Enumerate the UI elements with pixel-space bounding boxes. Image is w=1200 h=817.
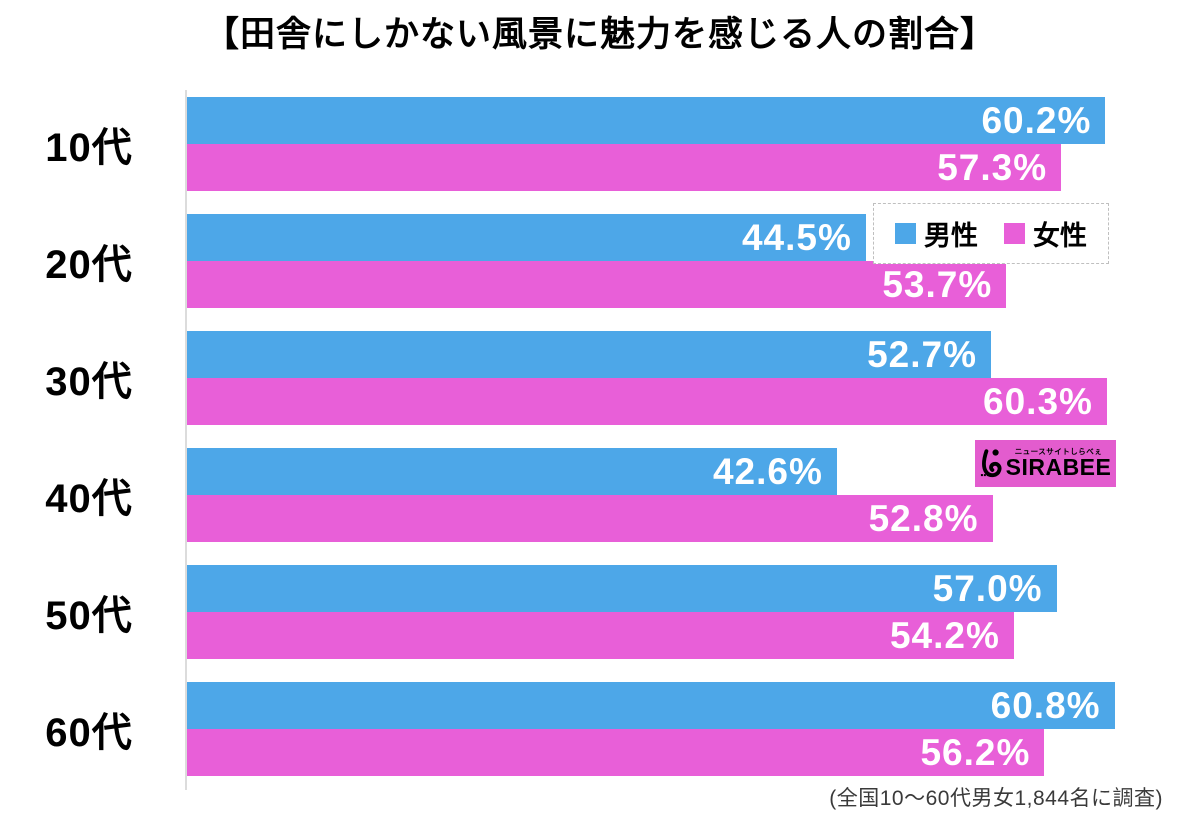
- bar-female: 53.7%: [187, 261, 1007, 308]
- legend-item-male: 男性: [895, 214, 978, 253]
- sirabee-logo-name: SIRABEE: [1005, 454, 1112, 481]
- bars-container: 57.0% 54.2%: [187, 565, 1200, 659]
- bars-container: 60.2% 57.3%: [187, 97, 1200, 191]
- category-label: 30代: [45, 360, 133, 404]
- category-label: 60代: [45, 711, 133, 755]
- legend: 男性 女性: [873, 203, 1109, 264]
- bar-value-male: 42.6%: [712, 450, 823, 492]
- category-group-row: 60代 60.8% 56.2%: [0, 682, 1200, 776]
- bars-container: 42.6% 52.8%: [187, 448, 1200, 542]
- category-group-row: 30代 52.7% 60.3%: [0, 331, 1200, 425]
- bar-value-female: 57.3%: [937, 146, 1048, 188]
- bar-male: 44.5%: [187, 214, 866, 261]
- bar-female: 60.3%: [187, 378, 1107, 425]
- sirabee-bee-icon: [980, 448, 1002, 480]
- bar-value-female: 56.2%: [920, 731, 1031, 773]
- survey-note: (全国10〜60代男女1,844名に調査): [829, 787, 1163, 810]
- bars-container: 52.7% 60.3%: [187, 331, 1200, 425]
- bar-value-male: 44.5%: [741, 216, 852, 258]
- bar-value-female: 54.2%: [889, 614, 1000, 656]
- sirabee-logo: ニュースサイトしらべぇ SIRABEE: [975, 440, 1116, 487]
- legend-swatch-male-icon: [895, 223, 916, 244]
- bar-value-female: 60.3%: [983, 380, 1093, 422]
- category-label: 50代: [45, 594, 133, 638]
- bar-value-female: 52.8%: [868, 497, 979, 539]
- category-group-row: 50代 57.0% 54.2%: [0, 565, 1200, 659]
- bar-male: 57.0%: [187, 565, 1057, 612]
- plot-area: 10代 60.2% 57.3% 20代 44.5% 53.7% 30代 52.7…: [0, 97, 1200, 799]
- category-group-row: 10代 60.2% 57.3%: [0, 97, 1200, 191]
- bars-container: 44.5% 53.7%: [187, 214, 1200, 308]
- sirabee-logo-tagline: ニュースサイトしらべぇ: [1014, 446, 1103, 456]
- bar-value-male: 60.8%: [990, 684, 1101, 726]
- category-label: 10代: [45, 126, 133, 170]
- bar-value-male: 57.0%: [932, 567, 1043, 609]
- bar-female: 54.2%: [187, 612, 1014, 659]
- legend-label-female: 女性: [1033, 221, 1087, 251]
- legend-label-male: 男性: [924, 221, 978, 251]
- bar-male: 60.8%: [187, 682, 1115, 729]
- bar-value-female: 53.7%: [882, 263, 993, 305]
- chart-title: 【田舎にしかない風景に魅力を感じる人の割合】: [203, 15, 996, 54]
- y-axis-line: [185, 90, 187, 790]
- category-label: 20代: [45, 243, 133, 287]
- bar-female: 57.3%: [187, 144, 1062, 191]
- legend-swatch-female-icon: [1004, 223, 1025, 244]
- legend-item-female: 女性: [1004, 214, 1087, 253]
- bar-male: 42.6%: [187, 448, 837, 495]
- sirabee-logo-text: ニュースサイトしらべぇ SIRABEE: [1006, 448, 1112, 480]
- bar-value-male: 60.2%: [981, 99, 1092, 141]
- bar-male: 52.7%: [187, 331, 991, 378]
- category-group-row: 40代 42.6% 52.8%: [0, 448, 1200, 542]
- category-label: 40代: [45, 477, 133, 521]
- bar-value-male: 52.7%: [867, 333, 977, 375]
- bar-female: 56.2%: [187, 729, 1045, 776]
- bar-female: 52.8%: [187, 495, 993, 542]
- bars-container: 60.8% 56.2%: [187, 682, 1200, 776]
- bar-male: 60.2%: [187, 97, 1106, 144]
- category-group-row: 20代 44.5% 53.7%: [0, 214, 1200, 308]
